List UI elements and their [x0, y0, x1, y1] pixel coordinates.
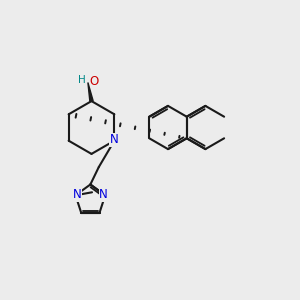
Text: N: N: [73, 188, 81, 201]
Text: N: N: [110, 133, 118, 146]
Text: O: O: [89, 75, 98, 88]
Text: H: H: [78, 75, 86, 85]
Text: N: N: [99, 188, 108, 201]
Polygon shape: [88, 82, 93, 101]
